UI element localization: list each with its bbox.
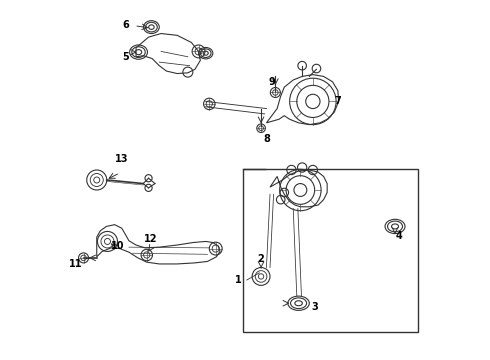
Text: 1: 1 bbox=[235, 275, 242, 285]
Text: 3: 3 bbox=[311, 302, 318, 312]
Text: 12: 12 bbox=[144, 234, 157, 244]
Text: 5: 5 bbox=[122, 52, 129, 62]
Text: 13: 13 bbox=[115, 154, 128, 164]
Text: 7: 7 bbox=[334, 96, 341, 107]
Text: 2: 2 bbox=[258, 254, 265, 264]
Text: 6: 6 bbox=[122, 19, 129, 30]
Text: 8: 8 bbox=[263, 134, 270, 144]
Text: 10: 10 bbox=[111, 242, 125, 251]
Text: 11: 11 bbox=[69, 259, 82, 269]
Text: 9: 9 bbox=[269, 77, 275, 87]
Text: 4: 4 bbox=[395, 231, 402, 241]
